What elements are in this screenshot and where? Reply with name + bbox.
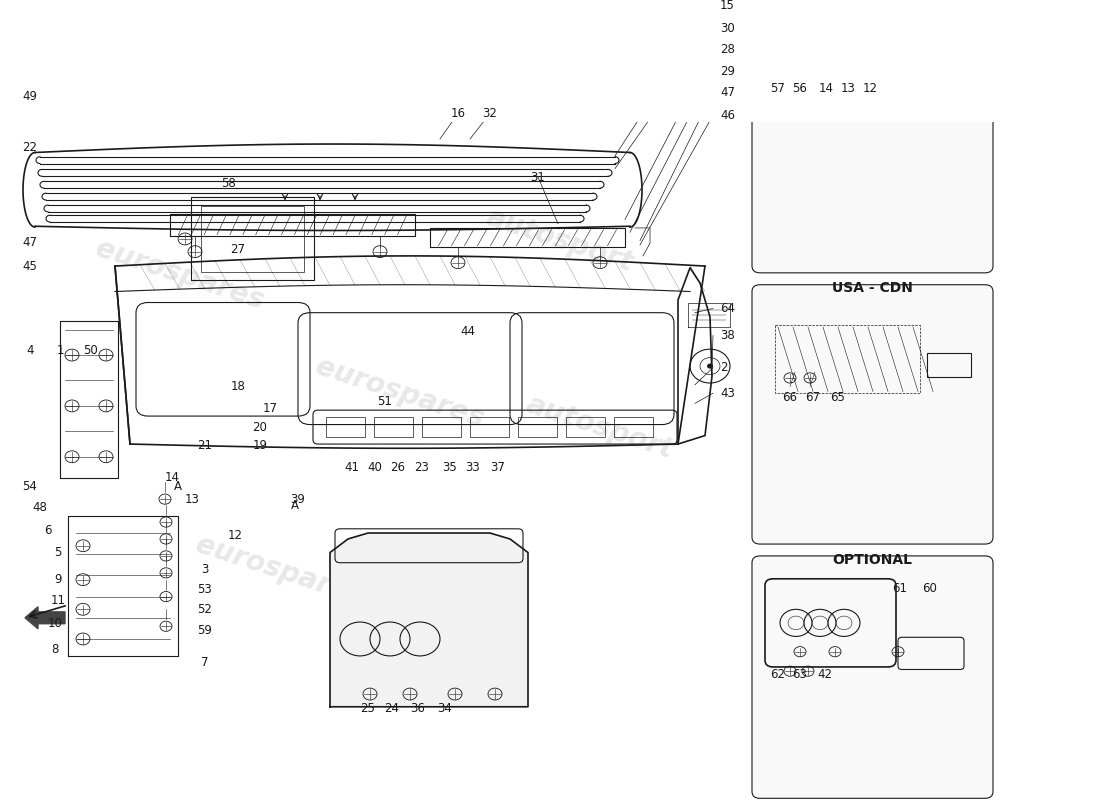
Text: 33: 33 (465, 462, 481, 474)
Text: 64: 64 (720, 302, 735, 315)
Text: 3: 3 (201, 563, 209, 576)
Text: 18: 18 (231, 380, 245, 393)
Text: 52: 52 (198, 603, 212, 616)
Text: 12: 12 (228, 529, 242, 542)
Text: 26: 26 (390, 462, 406, 474)
Text: 55: 55 (865, 0, 879, 2)
Text: eurospares: eurospares (312, 353, 487, 434)
Circle shape (707, 363, 713, 369)
Text: 7: 7 (201, 656, 209, 670)
Text: 27: 27 (231, 242, 245, 256)
Text: 47: 47 (720, 86, 735, 99)
Text: 29: 29 (720, 65, 735, 78)
Text: 67: 67 (805, 391, 821, 404)
Text: 53: 53 (198, 583, 212, 596)
Text: eurospares: eurospares (92, 234, 267, 315)
Text: 34: 34 (438, 702, 452, 715)
Text: 65: 65 (830, 391, 846, 404)
Text: 59: 59 (198, 624, 212, 637)
Text: eurospares: eurospares (192, 530, 367, 612)
Text: autosport: autosport (522, 390, 678, 464)
Text: 15: 15 (720, 0, 735, 11)
Polygon shape (25, 606, 65, 629)
Text: 58: 58 (221, 177, 235, 190)
Text: 47: 47 (22, 236, 37, 249)
Text: 23: 23 (415, 462, 429, 474)
Text: 41: 41 (344, 462, 360, 474)
Text: 14: 14 (165, 471, 179, 485)
Text: 10: 10 (47, 618, 63, 630)
Text: 46: 46 (720, 109, 735, 122)
Text: 44: 44 (461, 325, 475, 338)
Text: 45: 45 (23, 259, 37, 273)
Text: 5: 5 (54, 546, 62, 559)
Text: 32: 32 (483, 107, 497, 120)
Text: A: A (174, 480, 182, 493)
FancyBboxPatch shape (752, 0, 993, 273)
Text: 35: 35 (442, 462, 458, 474)
Text: 61: 61 (892, 582, 907, 594)
Text: 6: 6 (44, 524, 52, 537)
Text: 13: 13 (840, 82, 856, 94)
Text: 2: 2 (720, 362, 727, 374)
Text: 9: 9 (54, 573, 62, 586)
Text: A: A (292, 498, 299, 511)
Text: 43: 43 (720, 386, 735, 400)
Text: 62: 62 (770, 668, 785, 681)
Text: 25: 25 (361, 702, 375, 715)
Text: 36: 36 (410, 702, 426, 715)
Text: 19: 19 (253, 439, 267, 452)
Text: 24: 24 (385, 702, 399, 715)
FancyBboxPatch shape (752, 556, 993, 798)
Text: 48: 48 (33, 501, 47, 514)
Text: 54: 54 (23, 480, 37, 493)
Text: 42: 42 (817, 668, 833, 681)
Text: 28: 28 (720, 43, 735, 57)
Text: 57: 57 (771, 82, 785, 94)
Text: 11: 11 (51, 594, 66, 607)
Text: autosport: autosport (483, 204, 637, 278)
Text: 63: 63 (793, 668, 807, 681)
Text: USA - CDN: USA - CDN (832, 282, 913, 295)
Polygon shape (330, 533, 528, 706)
Text: 14: 14 (818, 82, 834, 94)
Text: 13: 13 (185, 493, 199, 506)
Text: 60: 60 (923, 582, 937, 594)
Text: 12: 12 (862, 82, 878, 94)
Text: 51: 51 (377, 395, 393, 408)
Text: 4: 4 (26, 344, 34, 358)
Text: 39: 39 (290, 493, 306, 506)
Text: 40: 40 (367, 462, 383, 474)
Text: 56: 56 (793, 82, 807, 94)
Text: 38: 38 (720, 329, 735, 342)
Text: OPTIONAL: OPTIONAL (833, 553, 913, 566)
Text: 49: 49 (22, 90, 37, 103)
Text: 1: 1 (56, 344, 64, 358)
FancyBboxPatch shape (752, 285, 993, 544)
Text: 31: 31 (530, 170, 546, 183)
Text: 50: 50 (82, 344, 98, 358)
Text: 21: 21 (198, 439, 212, 452)
Text: 22: 22 (22, 141, 37, 154)
Text: 16: 16 (451, 107, 465, 120)
Polygon shape (912, 3, 978, 62)
Text: 17: 17 (263, 402, 277, 415)
Text: 8: 8 (52, 642, 58, 656)
Text: 37: 37 (491, 462, 505, 474)
Text: 20: 20 (253, 421, 267, 434)
Text: 66: 66 (782, 391, 797, 404)
Text: 30: 30 (720, 22, 735, 35)
